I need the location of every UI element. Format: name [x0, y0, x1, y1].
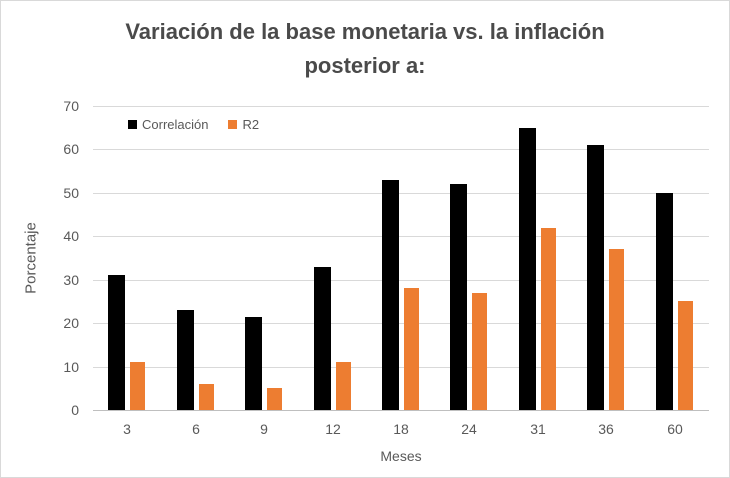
x-tick-label: 18	[393, 421, 409, 437]
bar-r2-9	[267, 388, 282, 410]
bar-correlacion-12	[314, 267, 331, 410]
bar-r2-3	[130, 362, 145, 410]
legend-item-r2: R2	[228, 117, 259, 132]
bar-r2-18	[404, 288, 419, 410]
gridline	[93, 323, 709, 324]
chart-legend: Correlación R2	[128, 117, 259, 132]
legend-item-correlacion: Correlación	[128, 117, 208, 132]
chart-title: Variación de la base monetaria vs. la in…	[1, 15, 729, 83]
bar-correlacion-60	[656, 193, 673, 410]
y-tick-label: 70	[63, 98, 79, 114]
x-tick-label: 31	[530, 421, 546, 437]
r2-swatch-icon	[228, 120, 238, 129]
bar-r2-31	[541, 228, 556, 410]
x-axis-title: Meses	[380, 448, 422, 464]
bar-r2-60	[678, 301, 693, 410]
x-tick-label: 9	[260, 421, 268, 437]
chart-title-line2: posterior a:	[304, 53, 426, 78]
bar-correlacion-3	[108, 275, 125, 410]
x-tick-label: 60	[667, 421, 683, 437]
gridline	[93, 106, 709, 107]
bar-r2-24	[472, 293, 487, 410]
x-axis-line	[93, 410, 709, 411]
x-tick-label: 12	[325, 421, 341, 437]
y-tick-label: 30	[63, 272, 79, 288]
x-tick-label: 24	[461, 421, 477, 437]
gridline	[93, 236, 709, 237]
correlacion-swatch-icon	[128, 120, 137, 129]
bar-correlacion-9	[245, 317, 262, 410]
x-tick-label: 6	[192, 421, 200, 437]
bar-correlacion-31	[519, 128, 536, 410]
bar-r2-36	[609, 249, 624, 410]
gridline	[93, 193, 709, 194]
y-tick-label: 50	[63, 185, 79, 201]
bar-correlacion-18	[382, 180, 399, 410]
y-tick-label: 0	[71, 402, 79, 418]
gridline	[93, 367, 709, 368]
bar-r2-6	[199, 384, 214, 410]
y-tick-label: 40	[63, 228, 79, 244]
bar-correlacion-24	[450, 184, 467, 410]
y-axis-title: Porcentaje	[22, 222, 40, 294]
y-tick-label: 10	[63, 359, 79, 375]
chart-title-line1: Variación de la base monetaria vs. la in…	[125, 19, 605, 44]
gridline	[93, 149, 709, 150]
x-tick-label: 3	[123, 421, 131, 437]
bar-r2-12	[336, 362, 351, 410]
legend-label-r2: R2	[242, 117, 260, 132]
x-tick-label: 36	[598, 421, 614, 437]
y-tick-label: 60	[63, 141, 79, 157]
y-tick-label: 20	[63, 315, 79, 331]
gridline	[93, 280, 709, 281]
bar-correlacion-6	[177, 310, 194, 410]
legend-label-correlacion: Correlación	[142, 117, 209, 132]
bar-correlacion-36	[587, 145, 604, 410]
